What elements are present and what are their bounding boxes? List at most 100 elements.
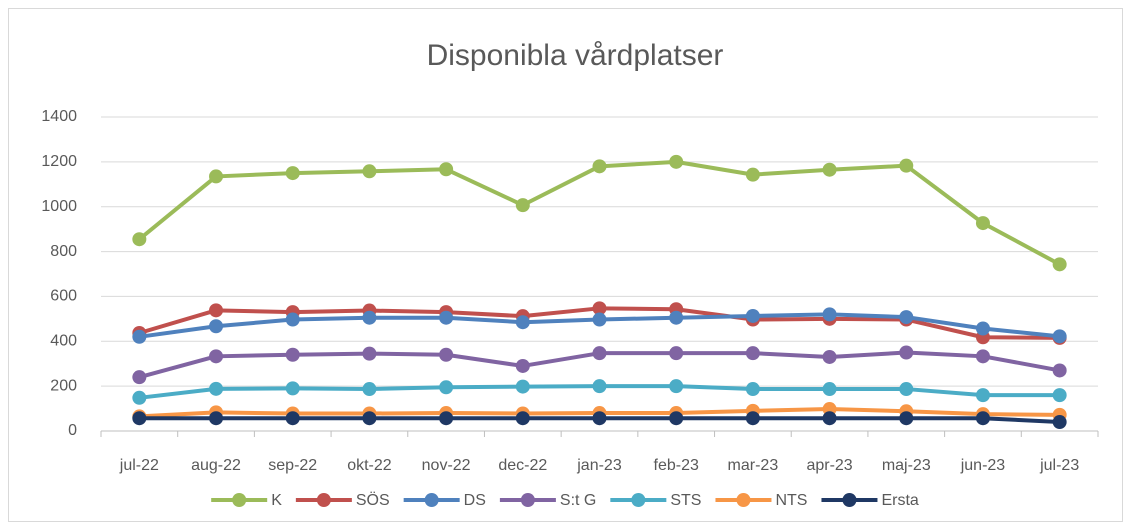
x-tick-label: jun-23: [960, 457, 1006, 474]
x-tick-label: okt-22: [347, 457, 392, 474]
legend-label: K: [271, 492, 282, 509]
point: [362, 310, 377, 325]
point: [899, 158, 914, 173]
point: [1052, 388, 1067, 403]
legend-label: SÖS: [356, 491, 390, 509]
x-tick-label: apr-23: [806, 457, 852, 474]
legend-label: S:t G: [560, 492, 596, 509]
legend-marker: [631, 493, 646, 507]
point: [515, 411, 530, 426]
point: [899, 411, 914, 426]
y-tick-label: 600: [50, 288, 77, 305]
point: [669, 379, 684, 394]
legend-item: NTS: [715, 492, 807, 509]
point: [132, 370, 147, 385]
x-tick-label: sep-22: [268, 457, 317, 474]
point: [209, 349, 224, 364]
point: [439, 380, 454, 395]
point: [669, 310, 684, 325]
point: [669, 346, 684, 361]
y-tick-label: 800: [50, 243, 77, 260]
legend-marker: [424, 493, 439, 507]
legend-marker: [232, 493, 247, 507]
point: [975, 321, 990, 336]
y-tick-label: 200: [50, 377, 77, 394]
point: [975, 349, 990, 364]
point: [592, 379, 607, 394]
x-tick-label: maj-23: [882, 457, 931, 474]
point: [515, 358, 530, 373]
point: [209, 319, 224, 334]
point: [899, 382, 914, 397]
point: [209, 381, 224, 396]
point: [439, 411, 454, 426]
point: [362, 411, 377, 426]
point: [132, 232, 147, 247]
point: [975, 216, 990, 231]
point: [285, 411, 300, 426]
legend-item: S:t G: [499, 492, 596, 509]
point: [132, 411, 147, 426]
chart-title: Disponibla vårdplatser: [427, 39, 724, 72]
point: [592, 159, 607, 174]
legend-item: K: [211, 492, 282, 509]
point: [439, 162, 454, 177]
y-tick-label: 1200: [41, 153, 77, 170]
point: [1052, 415, 1067, 430]
x-tick-label: jul-23: [1039, 457, 1079, 474]
point: [209, 303, 224, 318]
legend-item: DS: [403, 492, 486, 509]
point: [362, 382, 377, 397]
point: [1052, 257, 1067, 272]
y-tick-label: 0: [68, 422, 77, 439]
point: [899, 345, 914, 360]
point: [745, 308, 760, 323]
point: [285, 381, 300, 396]
point: [975, 411, 990, 426]
point: [592, 312, 607, 327]
point: [439, 310, 454, 325]
point: [745, 382, 760, 397]
point: [822, 349, 837, 364]
legend-label: DS: [464, 492, 486, 509]
x-tick-label: feb-23: [654, 457, 699, 474]
legend-marker: [520, 493, 535, 507]
point: [1052, 363, 1067, 378]
legend-item: SÖS: [295, 491, 390, 509]
legend-label: NTS: [775, 492, 807, 509]
point: [975, 388, 990, 403]
point: [822, 411, 837, 426]
x-tick-label: dec-22: [498, 457, 547, 474]
x-tick-label: aug-22: [191, 457, 241, 474]
point: [132, 329, 147, 344]
point: [285, 312, 300, 327]
point: [822, 382, 837, 397]
x-tick-label: jan-23: [576, 457, 622, 474]
x-tick-label: nov-22: [422, 457, 471, 474]
point: [745, 411, 760, 426]
y-tick-label: 1000: [41, 198, 77, 215]
point: [285, 166, 300, 181]
legend-item: STS: [610, 492, 701, 509]
legend-label: STS: [670, 492, 701, 509]
legend-marker: [736, 493, 751, 507]
point: [439, 347, 454, 362]
x-tick-label: mar-23: [728, 457, 779, 474]
chart-border: [8, 8, 1123, 522]
legend-marker: [316, 493, 331, 507]
point: [669, 154, 684, 169]
point: [822, 307, 837, 322]
point: [362, 164, 377, 179]
point: [592, 346, 607, 361]
point: [592, 411, 607, 426]
point: [669, 411, 684, 426]
point: [209, 169, 224, 184]
point: [132, 390, 147, 405]
point: [362, 346, 377, 361]
point: [822, 162, 837, 177]
point: [592, 301, 607, 316]
point: [515, 315, 530, 330]
point: [899, 310, 914, 325]
